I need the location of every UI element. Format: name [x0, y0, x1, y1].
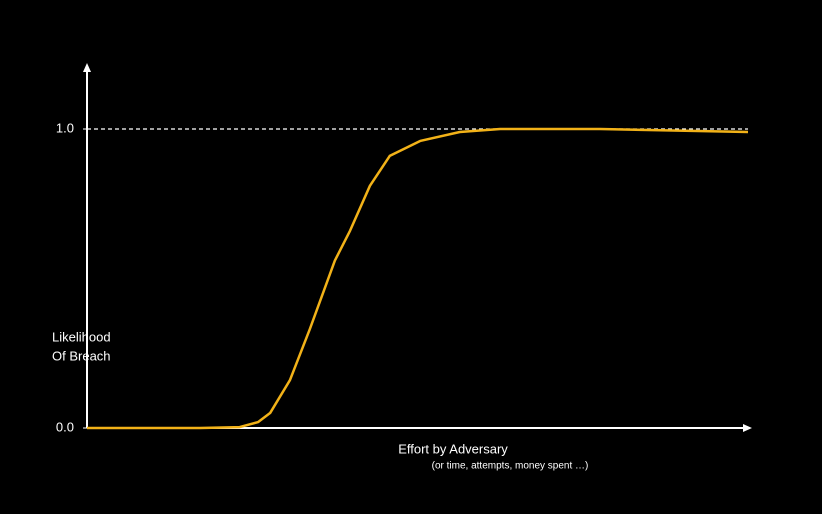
y-axis-label: Likelihood	[52, 329, 111, 344]
y-axis-label: Of Breach	[52, 348, 111, 363]
y-tick-label: 1.0	[56, 120, 74, 135]
y-tick-label: 0.0	[56, 419, 74, 434]
x-axis-note: (or time, attempts, money spent …)	[432, 461, 589, 472]
y-axis-arrow	[83, 63, 91, 72]
x-axis-arrow	[743, 424, 752, 432]
data-line	[87, 127, 749, 430]
x-axis-label: Effort by Adversary	[398, 441, 508, 456]
